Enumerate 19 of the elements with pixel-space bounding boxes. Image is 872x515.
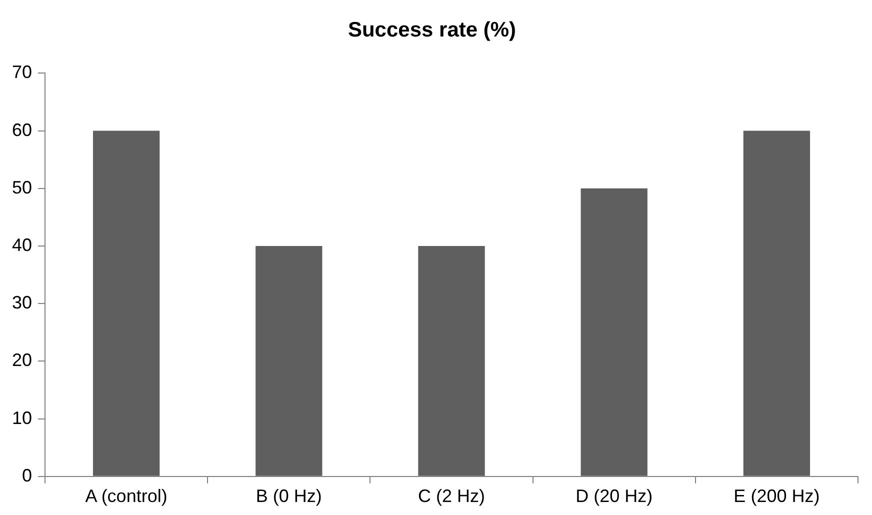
y-tick-label: 10 — [12, 408, 32, 428]
y-tick-label: 60 — [12, 120, 32, 140]
x-tick-label: A (control) — [85, 486, 168, 506]
y-tick-label: 50 — [12, 177, 32, 198]
y-tick-label: 30 — [12, 292, 32, 313]
bar — [92, 130, 160, 476]
bar — [418, 246, 485, 476]
x-tick-label: C (2 Hz) — [418, 486, 486, 506]
bar — [743, 130, 810, 476]
chart-title: Success rate (%) — [348, 18, 516, 42]
x-tick-label: E (200 Hz) — [734, 486, 820, 506]
x-tick-label: D (20 Hz) — [576, 486, 653, 506]
x-tick-label: B (0 Hz) — [256, 486, 322, 506]
y-tick-label: 40 — [12, 234, 32, 255]
y-tick-label: 70 — [12, 62, 32, 82]
bar — [580, 188, 648, 476]
bar — [256, 246, 322, 476]
y-tick-label: 0 — [22, 465, 32, 486]
y-tick-label: 20 — [12, 350, 32, 370]
